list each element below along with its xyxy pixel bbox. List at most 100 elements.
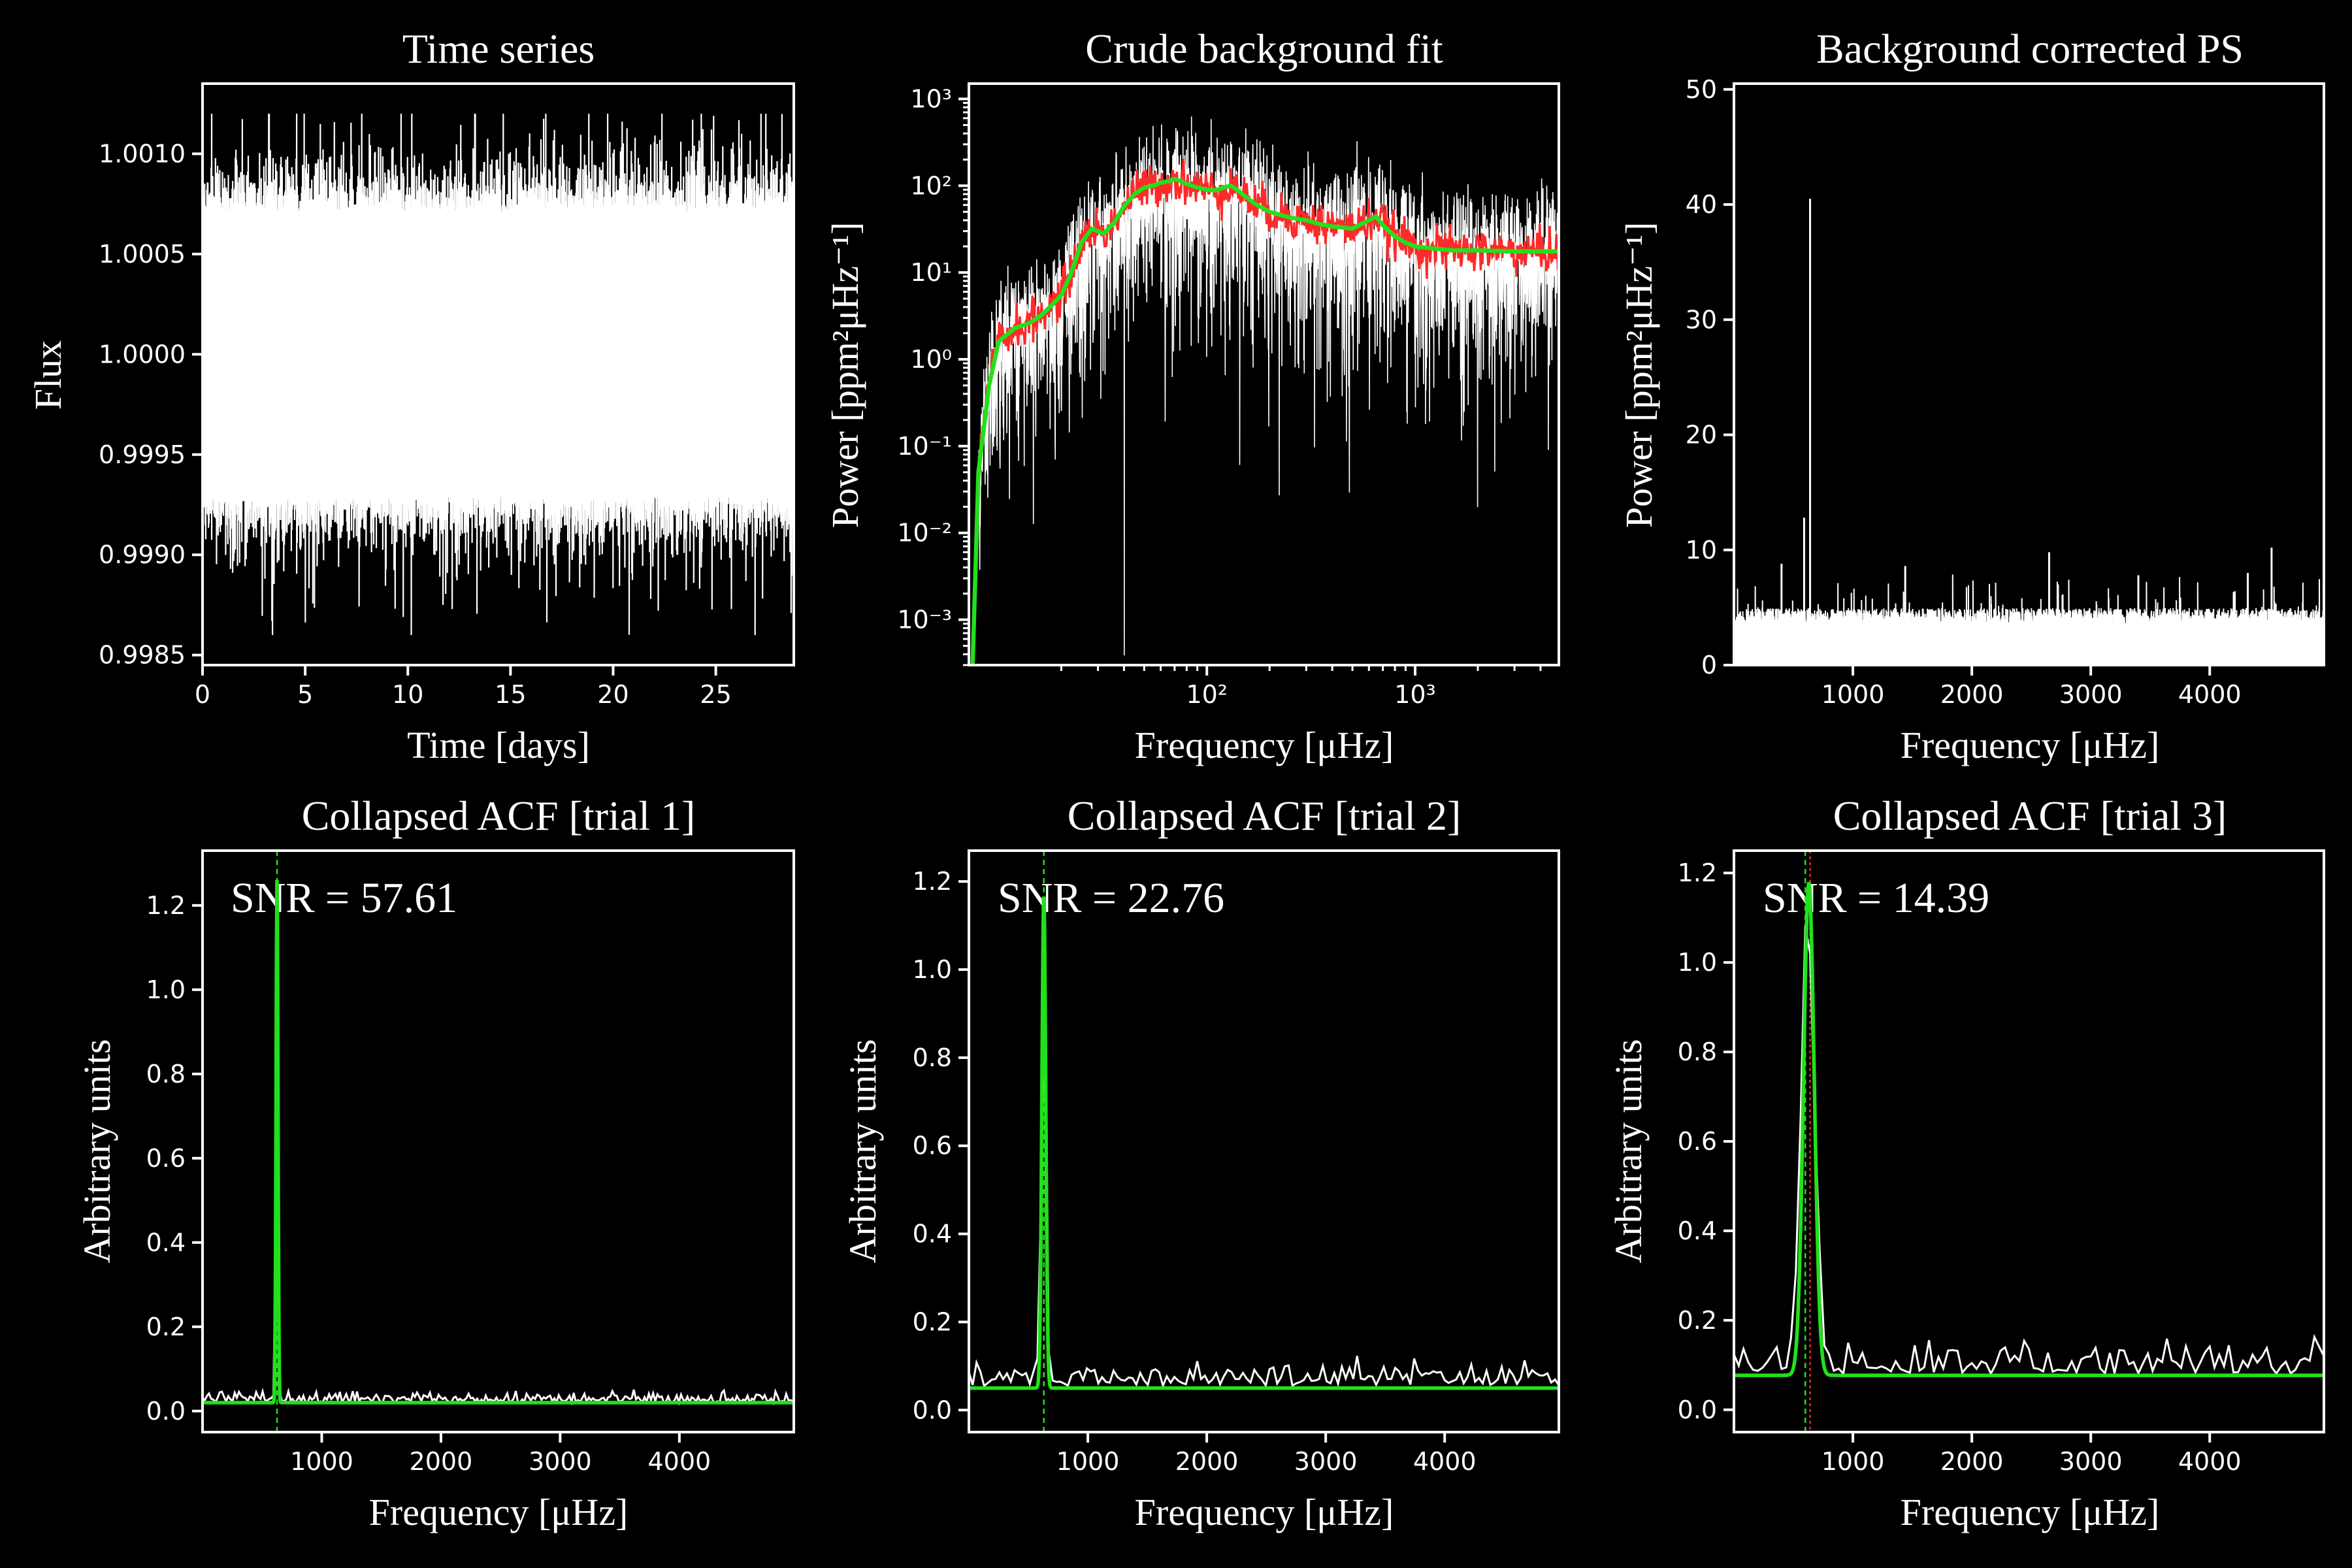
flux-band: [203, 221, 794, 487]
y-tick-label: 10¹: [910, 258, 952, 287]
plot-frame: [1733, 82, 2325, 666]
y-tick-label: 1.2: [146, 891, 186, 920]
chart-title: Collapsed ACF [trial 2]: [1068, 792, 1462, 839]
x-tick-label: 0: [195, 680, 210, 709]
plot-frame: [1733, 849, 2325, 1433]
y-tick-label: 1.0: [146, 975, 186, 1004]
y-tick-label: 0.0: [146, 1397, 186, 1426]
y-axis-label: Power [ppm²μHz⁻¹]: [824, 222, 866, 529]
chart-title: Crude background fit: [1085, 25, 1443, 72]
y-tick-label: 0.2: [1678, 1306, 1717, 1335]
y-tick-label: 0.4: [913, 1220, 952, 1249]
plot-area: [203, 851, 794, 1432]
y-tick-label: 0.6: [913, 1132, 952, 1160]
acf-fit-line: [969, 896, 1559, 1390]
y-axis-label: Flux: [27, 340, 69, 410]
y-axis-label: Arbitrary units: [841, 1039, 884, 1263]
y-tick-label: 50: [1686, 75, 1717, 104]
y-tick-label: 1.2: [1678, 858, 1717, 887]
y-tick-label: 1.0005: [99, 240, 186, 269]
panel-acf-trial-2: Collapsed ACF [trial 2] Frequency [μHz] …: [841, 792, 1560, 1533]
y-tick-label: 0.8: [146, 1060, 186, 1088]
y-tick-label: 1.0: [913, 955, 952, 984]
chart-title: Collapsed ACF [trial 1]: [302, 792, 696, 839]
x-tick-label: 3000: [1294, 1447, 1358, 1476]
x-tick-label: 4000: [1413, 1447, 1477, 1476]
x-tick-label: 10²: [1186, 680, 1228, 709]
y-tick-label: 10⁻³: [897, 606, 952, 634]
plot-area: [969, 851, 1559, 1432]
x-tick-label: 3000: [2059, 1447, 2123, 1476]
y-tick-label: 0.8: [1678, 1037, 1717, 1066]
y-tick-label: 0.8: [913, 1043, 952, 1072]
y-tick-label: 1.0010: [99, 139, 186, 168]
y-tick-label: 0.6: [146, 1144, 186, 1173]
panel-background-fit: Crude background fit Frequency [μHz] Pow…: [824, 25, 1560, 766]
plot-area: [203, 113, 794, 636]
acf-fit-line: [1734, 881, 2324, 1377]
panel-time-series: Time series Time [days] Flux 0 5 10 15 20 25 0…: [27, 25, 795, 766]
y-tick-label: 0.0: [1678, 1396, 1717, 1424]
y-tick-label: 20: [1686, 421, 1717, 449]
acf-series: [203, 967, 793, 1407]
x-tick-label: 20: [597, 680, 629, 709]
x-tick-label: 3000: [2059, 680, 2123, 709]
y-tick-label: 0: [1701, 651, 1717, 679]
chart-title: Collapsed ACF [trial 3]: [1833, 792, 2227, 839]
snr-annotation: SNR = 57.61: [231, 874, 457, 922]
panel-acf-trial-3: Collapsed ACF [trial 3] Frequency [μHz] …: [1607, 792, 2325, 1533]
panel-corrected-ps: Background corrected PS Frequency [μHz] …: [1618, 25, 2325, 766]
power-floor: [1734, 623, 2324, 665]
x-tick-label: 4000: [2178, 1447, 2242, 1476]
y-axis-label: Arbitrary units: [1607, 1039, 1650, 1263]
y-tick-label: 0.9985: [99, 641, 186, 670]
acf-fit-line: [203, 879, 794, 1405]
x-tick-label: 2000: [1940, 680, 2004, 709]
y-tick-label: 0.2: [913, 1307, 952, 1336]
y-tick-label: 0.6: [1678, 1127, 1717, 1156]
x-axis-label: Frequency [μHz]: [1901, 1491, 2160, 1533]
x-tick-label: 4000: [2178, 680, 2242, 709]
y-tick-label: 40: [1686, 190, 1717, 219]
x-tick-label: 3000: [529, 1447, 592, 1476]
x-tick-label: 1000: [1821, 680, 1885, 709]
y-tick-label: 10⁻²: [897, 519, 952, 547]
plot-area: [970, 116, 1559, 665]
y-tick-label: 0.4: [146, 1228, 186, 1257]
x-tick-label: 2000: [1175, 1447, 1239, 1476]
y-tick-label: 0.0: [913, 1396, 952, 1424]
acf-series: [969, 979, 1559, 1389]
x-tick-label: 4000: [647, 1447, 711, 1476]
y-tick-label: 1.0000: [99, 340, 186, 368]
chart-title: Background corrected PS: [1816, 25, 2244, 72]
panel-acf-trial-1: Collapsed ACF [trial 1] Frequency [μHz] …: [76, 792, 795, 1533]
y-tick-label: 0.2: [146, 1313, 186, 1341]
background-fit-line: [970, 176, 1559, 665]
y-axis-label: Arbitrary units: [76, 1039, 118, 1263]
x-tick-label: 2000: [1940, 1447, 2004, 1476]
plot-frame: [201, 849, 795, 1433]
y-tick-label: 10: [1686, 536, 1717, 564]
x-tick-label: 10: [392, 680, 423, 709]
x-tick-label: 10³: [1394, 680, 1436, 709]
y-tick-label: 0.9990: [99, 540, 186, 569]
plot-area: [1734, 851, 2324, 1432]
x-tick-label: 1000: [1821, 1447, 1885, 1476]
x-axis-label: Time [days]: [407, 724, 590, 766]
x-axis-label: Frequency [μHz]: [369, 1491, 629, 1533]
y-tick-label: 10³: [910, 84, 952, 113]
y-tick-label: 0.9995: [99, 440, 186, 469]
snr-annotation: SNR = 22.76: [998, 874, 1224, 922]
y-tick-label: 1.0: [1678, 948, 1717, 977]
y-tick-label: 10⁻¹: [897, 432, 952, 461]
acf-series: [1734, 925, 2324, 1376]
x-axis-label: Frequency [μHz]: [1901, 724, 2160, 766]
y-tick-label: 30: [1686, 305, 1717, 334]
y-tick-label: 0.4: [1678, 1217, 1717, 1245]
x-tick-label: 15: [495, 680, 526, 709]
x-axis-label: Frequency [μHz]: [1135, 724, 1394, 766]
x-tick-label: 25: [700, 680, 731, 709]
plot-frame: [968, 82, 1560, 666]
y-tick-label: 1.2: [913, 867, 952, 896]
y-tick-label: 10⁰: [910, 345, 952, 374]
